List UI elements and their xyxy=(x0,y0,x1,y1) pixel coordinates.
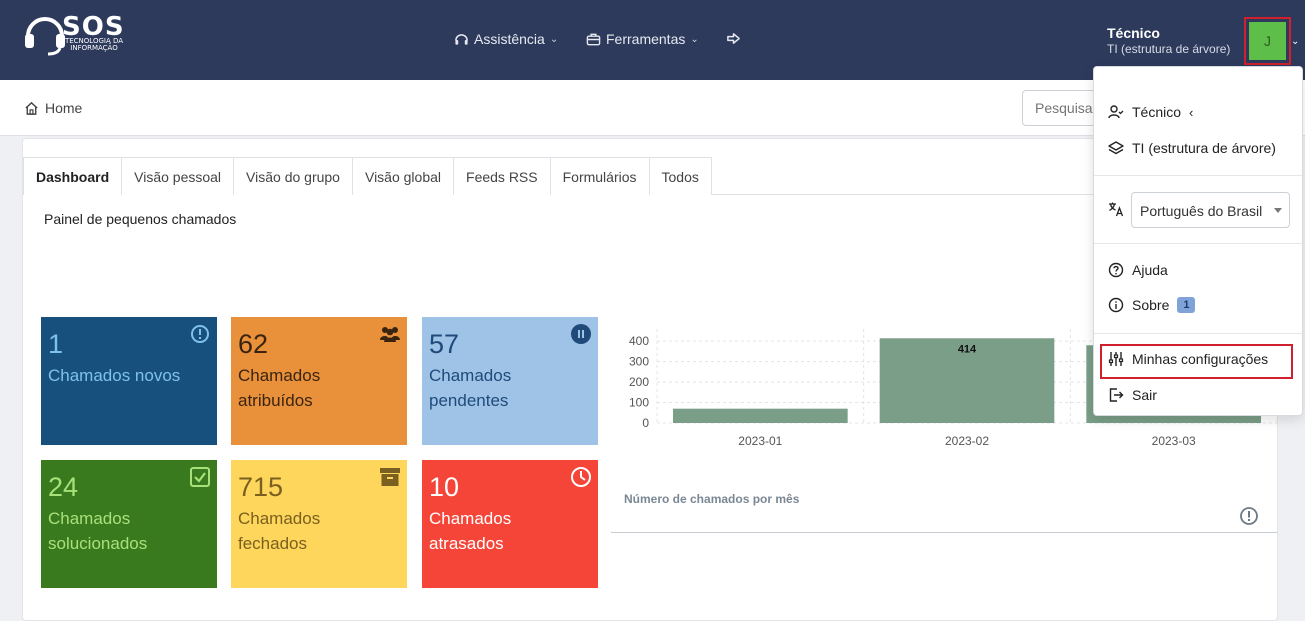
home-icon xyxy=(25,101,38,115)
nav-shortcut-button[interactable] xyxy=(726,31,741,46)
logo-text: SOS xyxy=(62,12,125,42)
tile-value: 57 xyxy=(429,329,460,359)
chevron-down-icon: ⌄ xyxy=(690,33,699,45)
tile-chamados-novos[interactable]: 1 Chamados novos xyxy=(41,317,217,445)
tile-value: 24 xyxy=(48,472,79,502)
menu-divider xyxy=(1094,333,1302,334)
chart-caption: Número de chamados por mês xyxy=(624,492,800,506)
y-tick-label: 0 xyxy=(642,416,649,430)
alert-circle-icon xyxy=(191,325,209,343)
chevron-left-icon: ‹ xyxy=(1189,104,1194,120)
menu-profile[interactable]: Técnico ‹ xyxy=(1108,104,1193,120)
tile-label: Chamados solucionados xyxy=(48,509,148,553)
breadcrumb-home[interactable]: Home xyxy=(24,100,82,116)
menu-about[interactable]: Sobre 1 xyxy=(1108,297,1196,313)
tile-value: 715 xyxy=(238,472,284,502)
help-circle-icon xyxy=(1108,262,1124,278)
menu-logout[interactable]: Sair xyxy=(1108,387,1157,403)
tile-chamados-atrasados[interactable]: 10 Chamados atrasados xyxy=(422,460,598,588)
tab-visao-pessoal[interactable]: Visão pessoal xyxy=(121,157,235,195)
top-navbar: SOS TECNOLOGIA DA INFORMAÇÃO Assistência… xyxy=(0,0,1305,80)
menu-settings-label: Minhas configurações xyxy=(1132,351,1269,367)
language-select[interactable]: Português do Brasil xyxy=(1131,192,1290,228)
breadcrumb-home-label: Home xyxy=(45,100,83,116)
menu-divider xyxy=(1094,243,1302,244)
tile-label: Chamados atrasados xyxy=(429,509,512,553)
clock-icon xyxy=(571,467,591,487)
x-tick-label: 2023-02 xyxy=(945,434,989,448)
tile-value: 10 xyxy=(429,472,460,502)
sliders-icon xyxy=(1108,352,1124,366)
nav-ferramentas[interactable]: Ferramentas ⌄ xyxy=(586,31,699,47)
tile-chamados-solucionados[interactable]: 24 Chamados solucionados xyxy=(41,460,217,588)
language-select-value: Português do Brasil xyxy=(1140,203,1263,219)
menu-logout-label: Sair xyxy=(1132,387,1157,403)
language-icon xyxy=(1109,202,1124,217)
check-square-icon xyxy=(190,467,210,487)
nav-assistencia[interactable]: Assistência ⌄ xyxy=(454,31,558,47)
info-circle-icon xyxy=(1108,297,1124,313)
tab-bar: Dashboard Visão pessoal Visão do grupo V… xyxy=(23,157,1277,195)
menu-divider xyxy=(1094,175,1302,176)
tile-label: Chamados atribuídos xyxy=(238,366,321,410)
logout-icon xyxy=(1109,388,1124,402)
x-tick-label: 2023-01 xyxy=(738,434,782,448)
menu-help[interactable]: Ajuda xyxy=(1108,262,1168,278)
headset-logo-icon[interactable] xyxy=(24,12,134,56)
bar xyxy=(673,408,848,423)
tile-label: Chamados novos xyxy=(48,366,181,385)
panel-title: Painel de pequenos chamados xyxy=(44,211,237,227)
archive-icon xyxy=(380,468,400,486)
tile-value: 1 xyxy=(48,329,64,359)
bar-data-label: 414 xyxy=(958,343,977,355)
logo-subtitle: TECNOLOGIA DA INFORMAÇÃO xyxy=(64,37,124,52)
menu-entity[interactable]: TI (estrutura de árvore) xyxy=(1108,140,1276,156)
arrow-right-icon xyxy=(727,33,740,44)
tab-feeds-rss[interactable]: Feeds RSS xyxy=(453,157,551,195)
nav-ferramentas-label: Ferramentas xyxy=(606,31,686,47)
tab-formularios[interactable]: Formulários xyxy=(549,157,650,195)
menu-entity-label: TI (estrutura de árvore) xyxy=(1132,140,1276,156)
briefcase-icon xyxy=(586,33,601,45)
tab-visao-global[interactable]: Visão global xyxy=(351,157,455,195)
x-tick-label: 2023-03 xyxy=(1152,434,1196,448)
tile-chamados-atribuidos[interactable]: 62 Chamados atribuídos xyxy=(231,317,407,445)
avatar[interactable]: J xyxy=(1249,22,1286,60)
menu-settings[interactable]: Minhas configurações xyxy=(1108,351,1268,367)
nav-assistencia-label: Assistência xyxy=(474,31,545,47)
tab-todos[interactable]: Todos xyxy=(648,157,712,195)
caret-down-icon xyxy=(1274,208,1282,213)
y-tick-label: 300 xyxy=(629,355,649,369)
tile-label: Chamados fechados xyxy=(238,509,321,553)
avatar-highlight-box: J xyxy=(1244,17,1291,65)
headset-icon xyxy=(455,33,468,45)
alert-circle-icon[interactable] xyxy=(1239,506,1259,526)
menu-profile-label: Técnico xyxy=(1132,104,1182,120)
y-tick-label: 400 xyxy=(629,334,649,348)
about-badge: 1 xyxy=(1177,297,1196,313)
menu-help-label: Ajuda xyxy=(1132,262,1168,278)
tab-visao-do-grupo[interactable]: Visão do grupo xyxy=(233,157,353,195)
user-check-icon xyxy=(1108,105,1124,119)
chevron-down-icon[interactable]: ⌄ xyxy=(1291,36,1300,47)
bar xyxy=(879,338,1055,423)
settings-highlight-box xyxy=(1100,344,1293,379)
user-profile-name[interactable]: Técnico xyxy=(1107,25,1160,41)
tile-value: 62 xyxy=(238,329,269,359)
pause-circle-icon xyxy=(571,324,591,344)
dashboard-card: Dashboard Visão pessoal Visão do grupo V… xyxy=(22,138,1278,621)
user-dropdown-menu: Técnico ‹ TI (estrutura de árvore) Portu… xyxy=(1093,66,1303,416)
layers-icon xyxy=(1108,141,1124,155)
tab-dashboard[interactable]: Dashboard xyxy=(23,157,123,195)
tile-chamados-fechados[interactable]: 715 Chamados fechados xyxy=(231,460,407,588)
menu-about-label: Sobre xyxy=(1132,297,1170,313)
tile-chamados-pendentes[interactable]: 57 Chamados pendentes xyxy=(422,317,598,445)
user-entity-name[interactable]: TI (estrutura de árvore) xyxy=(1107,42,1231,56)
tile-label: Chamados pendentes xyxy=(429,366,512,410)
users-icon xyxy=(380,327,400,342)
y-tick-label: 200 xyxy=(629,375,649,389)
y-tick-label: 100 xyxy=(629,396,649,410)
chevron-down-icon: ⌄ xyxy=(549,33,559,45)
